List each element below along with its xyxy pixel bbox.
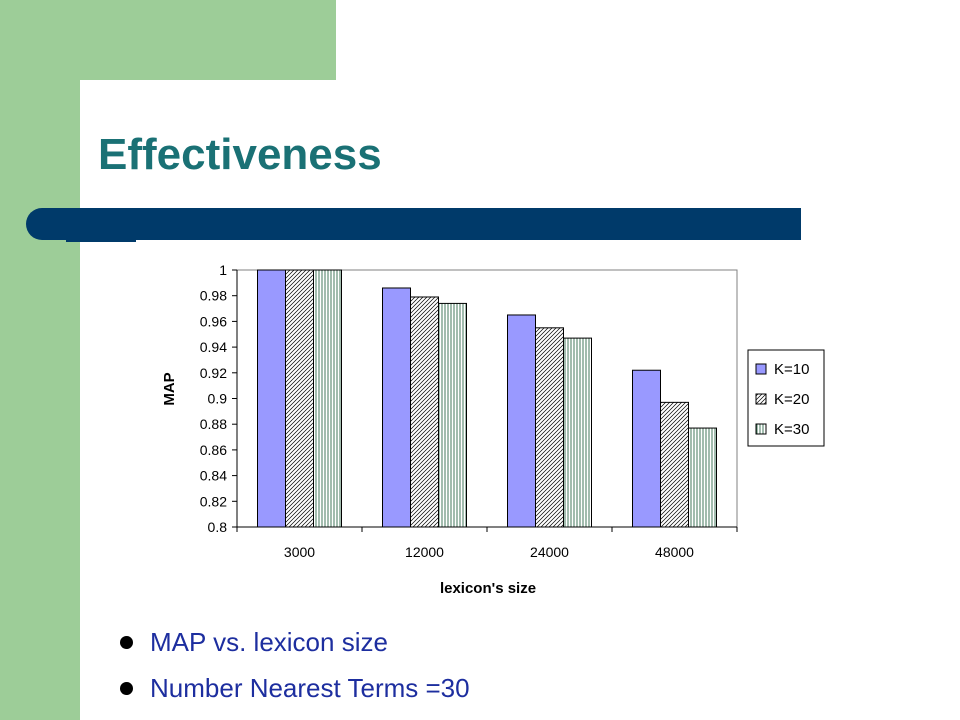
green-decor-left [0, 0, 80, 720]
y-tick-label: 1 [219, 262, 227, 278]
y-tick-label: 0.84 [200, 468, 227, 484]
plot-area: 0.8 0.82 0.84 0.86 0.88 0.9 0.92 0.94 0.96 0.98 1 3… [200, 262, 825, 560]
map-bar-chart: 0.8 0.82 0.84 0.86 0.88 0.9 0.92 0.94 0.96 0.98 1 3… [161, 262, 825, 597]
bullet-list: MAP vs. lexicon size Number Nearest Term… [120, 622, 470, 714]
x-tick-label: 24000 [530, 544, 569, 560]
legend-swatch-k10 [755, 363, 767, 375]
bullet-item: Number Nearest Terms =30 [120, 668, 470, 714]
bar-k30-12000 [438, 302, 467, 528]
slide-title: Effectiveness [98, 130, 382, 179]
legend-label: K=10 [774, 361, 809, 378]
title-underline-band [26, 208, 801, 240]
bar-k20-48000 [660, 401, 689, 528]
title-underline-notch [66, 240, 136, 242]
x-tick-label: 3000 [284, 544, 315, 560]
y-axis-label: MAP [161, 372, 178, 405]
legend-label: K=30 [774, 421, 809, 438]
bar-k10-24000 [507, 314, 536, 528]
x-axis-label: lexicon's size [440, 580, 536, 597]
y-tick-label: 0.98 [200, 288, 227, 304]
bar-k10-3000 [257, 269, 286, 528]
legend-label: K=20 [774, 391, 809, 408]
bar-k20-24000 [535, 327, 564, 528]
x-tick-label: 48000 [655, 544, 694, 560]
y-tick-label: 0.96 [200, 313, 227, 329]
y-tick-label: 0.86 [200, 442, 227, 458]
y-tick-label: 0.82 [200, 493, 227, 509]
bar-k10-48000 [632, 369, 661, 528]
bar-k20-12000 [410, 296, 439, 528]
bar-k10-12000 [382, 287, 411, 528]
y-tick-label: 0.94 [200, 339, 227, 355]
x-tick-label: 12000 [405, 544, 444, 560]
bar-k30-48000 [688, 427, 717, 528]
bar-k30-24000 [563, 337, 592, 528]
legend-swatch-k20 [755, 393, 767, 405]
bar-k30-3000 [313, 269, 342, 528]
content-corner [80, 80, 200, 200]
y-tick-label: 0.92 [200, 365, 227, 381]
bar-k20-3000 [285, 269, 314, 528]
y-tick-label: 0.8 [208, 519, 228, 535]
bullet-item: MAP vs. lexicon size [120, 622, 470, 668]
legend-swatch-k30 [755, 423, 767, 435]
y-tick-label: 0.88 [200, 416, 227, 432]
y-tick-label: 0.9 [208, 391, 228, 407]
